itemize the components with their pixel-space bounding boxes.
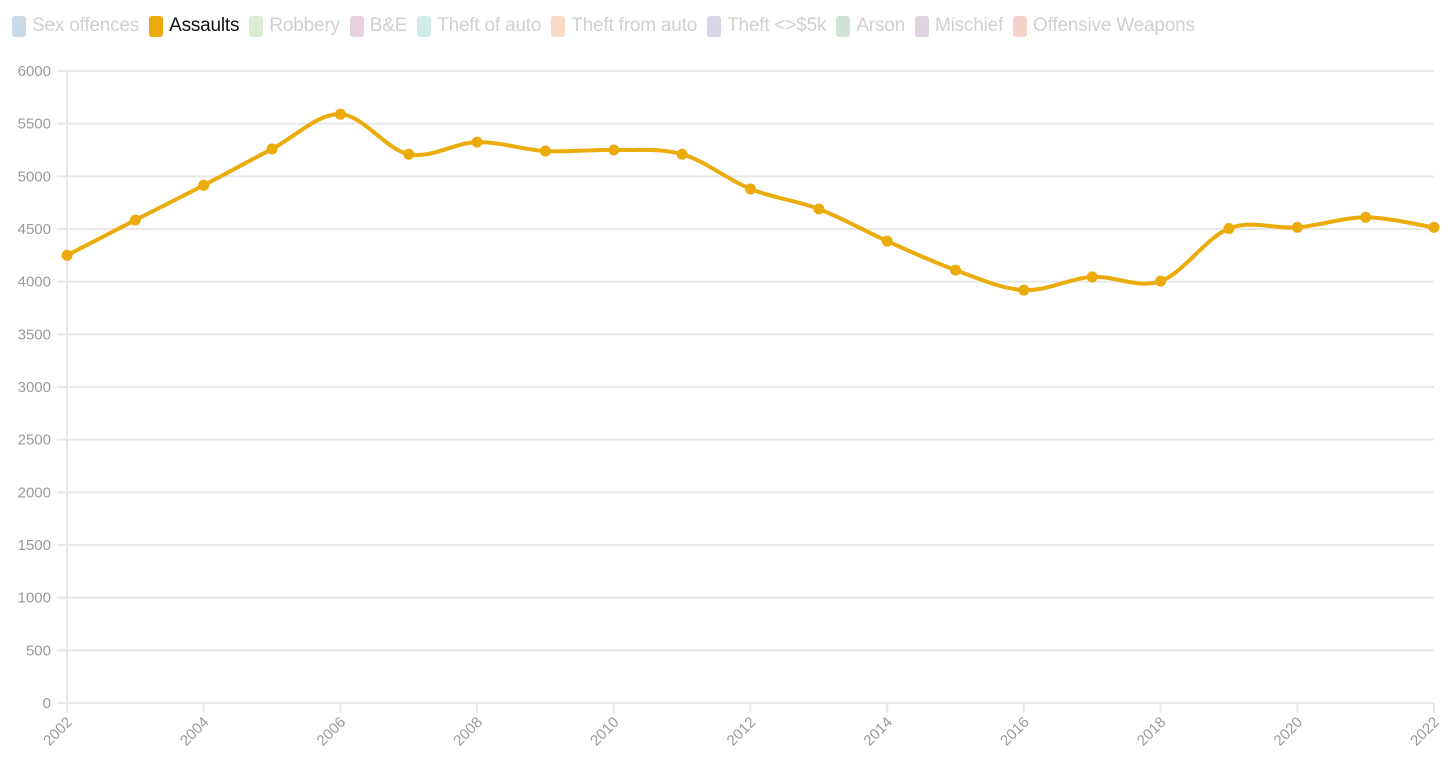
y-tick-label: 5000 [18, 168, 51, 185]
y-tick-label: 4000 [18, 274, 51, 291]
legend-label: B&E [369, 15, 408, 36]
data-point-marker[interactable] [1086, 271, 1098, 283]
data-point-marker[interactable] [61, 249, 73, 261]
x-tick-label: 2014 [860, 714, 896, 750]
data-point-marker[interactable] [1291, 221, 1303, 233]
series-assaults[interactable] [61, 108, 1440, 296]
data-point-marker[interactable] [813, 203, 825, 215]
legend-item-sex-offences[interactable]: Sex offences [12, 15, 139, 37]
x-tick-label: 2016 [997, 714, 1033, 750]
legend-item-theft-of-auto[interactable]: Theft of auto [417, 15, 541, 37]
legend-item-theft-5k[interactable]: Theft <>$5k [707, 15, 827, 37]
y-tick-label: 5500 [18, 116, 51, 133]
data-point-marker[interactable] [1018, 284, 1030, 296]
legend-label: Theft of auto [437, 15, 542, 36]
legend-item-offensive-weapons[interactable]: Offensive Weapons [1013, 15, 1195, 37]
legend-swatch-icon [249, 15, 264, 37]
data-point-marker[interactable] [676, 148, 688, 160]
y-tick-label: 1500 [18, 537, 51, 554]
legend-label: Mischief [934, 15, 1004, 36]
x-tick-label: 2006 [314, 714, 350, 750]
data-point-marker[interactable] [608, 144, 620, 156]
legend-label: Theft <>$5k [727, 15, 827, 36]
x-tick-label: 2008 [450, 714, 486, 750]
legend-swatch-icon [836, 15, 851, 37]
y-axis-labels: 0 500 1000 1500 2000 2500 3000 3500 4000 4500 5000… [18, 63, 51, 712]
y-tick-label: 4500 [18, 221, 51, 238]
data-point-marker[interactable] [1360, 211, 1372, 223]
x-tick-label: 2010 [587, 714, 623, 750]
legend-swatch-icon [1013, 15, 1028, 37]
legend-swatch-icon [551, 15, 566, 37]
data-point-marker[interactable] [129, 214, 141, 226]
legend-item-b-e[interactable]: B&E [349, 15, 408, 37]
legend-label: Theft from auto [571, 15, 698, 36]
data-point-marker[interactable] [881, 235, 893, 247]
x-axis: 2002 2004 2006 2008 2010 2012 2014 2016 2018 2020… [40, 703, 1443, 749]
y-tick-label: 3000 [18, 379, 51, 396]
x-tick-label: 2002 [40, 714, 76, 750]
data-point-marker[interactable] [471, 136, 483, 148]
chart-legend: Sex offences Assaults Robbery B&E Theft of a… [12, 11, 1205, 41]
x-tick-label: 2018 [1134, 714, 1170, 750]
data-point-marker[interactable] [950, 264, 962, 276]
legend-swatch-icon [349, 15, 364, 37]
data-point-marker[interactable] [198, 179, 210, 191]
legend-swatch-icon [914, 15, 929, 37]
data-point-marker[interactable] [745, 183, 756, 195]
data-point-marker[interactable] [266, 143, 278, 155]
series-line [65, 112, 1436, 293]
legend-label: Robbery [269, 15, 340, 36]
y-tick-label: 1000 [18, 590, 51, 607]
data-point-marker[interactable] [1223, 222, 1235, 234]
y-tick-label: 2500 [18, 432, 51, 449]
y-gridlines [57, 70, 1434, 713]
legend-label: Assaults [169, 15, 240, 36]
legend-item-theft-from-auto[interactable]: Theft from auto [551, 15, 697, 37]
y-tick-label: 6000 [18, 63, 51, 80]
legend-swatch-icon [707, 15, 722, 37]
x-tick-label: 2004 [177, 714, 213, 750]
legend-swatch-icon [12, 15, 26, 37]
y-tick-label: 500 [26, 642, 51, 659]
legend-swatch-icon [417, 15, 432, 37]
y-tick-label: 3500 [18, 326, 51, 343]
legend-item-mischief[interactable]: Mischief [914, 15, 1004, 37]
data-point-marker[interactable] [539, 145, 551, 157]
x-tick-label: 2020 [1271, 714, 1307, 750]
data-point-marker[interactable] [1428, 221, 1440, 233]
legend-item-robbery[interactable]: Robbery [249, 15, 340, 37]
x-tick-label: 2012 [724, 714, 760, 750]
legend-swatch-icon [149, 15, 164, 37]
legend-label: Offensive Weapons [1033, 15, 1195, 36]
y-tick-label: 0 [43, 695, 51, 712]
legend-label: Arson [856, 15, 905, 36]
legend-label: Sex offences [32, 15, 140, 36]
legend-item-assaults[interactable]: Assaults [149, 15, 240, 37]
legend-item-arson[interactable]: Arson [836, 15, 905, 37]
x-tick-label: 2022 [1407, 714, 1443, 750]
data-point-marker[interactable] [334, 108, 346, 120]
data-point-marker[interactable] [1155, 275, 1167, 287]
y-tick-label: 2000 [18, 484, 51, 501]
data-point-marker[interactable] [403, 148, 415, 160]
